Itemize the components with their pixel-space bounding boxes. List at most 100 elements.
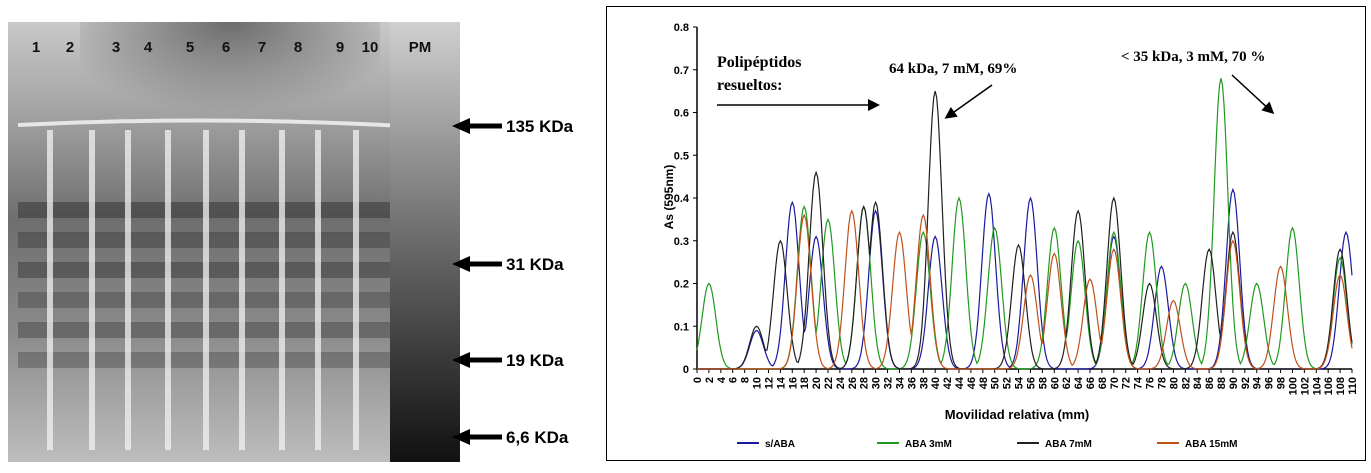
series-line	[696, 78, 1353, 370]
lane-label: 6	[222, 39, 230, 56]
legend-label: ABA 3mM	[905, 439, 952, 450]
marker-label: 19 KDa	[506, 351, 564, 370]
legend-label: ABA 15mM	[1185, 439, 1237, 450]
pm-lane	[390, 22, 460, 462]
annotation-polipeptidos-line2: resueltos:	[717, 77, 782, 94]
marker-arrow-head	[452, 118, 470, 134]
annotation-35kda: < 35 kDa, 3 mM, 70 %	[1121, 49, 1265, 65]
y-tick-label: 0.1	[674, 321, 689, 333]
x-tick-label: 2	[704, 377, 716, 383]
annotation-arrow-35kda	[1231, 74, 1275, 115]
x-tick-label: 92	[1240, 377, 1252, 389]
lane-label: 7	[258, 39, 266, 56]
x-tick-label: 34	[894, 376, 906, 389]
x-tick-label: 0	[692, 377, 704, 383]
x-tick-label: 94	[1252, 376, 1264, 389]
x-tick-label: 74	[1133, 376, 1145, 389]
x-tick-label: 90	[1228, 377, 1240, 389]
marker-arrow-head	[452, 256, 470, 272]
x-tick-label: 12	[763, 377, 775, 389]
x-tick-label: 32	[883, 377, 895, 389]
y-axis-label: As (595nm)	[662, 165, 676, 230]
lane-label: 10	[362, 39, 379, 56]
x-tick-label: 96	[1264, 377, 1276, 389]
x-tick-label: 100	[1287, 377, 1299, 395]
lane-label: 5	[186, 39, 194, 56]
x-tick-label: 104	[1311, 376, 1323, 395]
annotation-64kda: 64 kDa, 7 mM, 69%	[889, 61, 1017, 77]
lane-separator	[353, 130, 359, 450]
lane-separator	[165, 130, 171, 450]
lane-labels: 1 2 3 4 5 6 7 8 9 10 PM	[32, 39, 431, 56]
marker-label: 6,6 KDa	[506, 428, 569, 447]
y-tick-label: 0.2	[674, 279, 689, 291]
x-tick-label: 60	[1049, 377, 1061, 389]
legend: s/ABA ABA 3mM ABA 7mM ABA 15mM	[737, 439, 1237, 450]
x-tick-label: 36	[906, 377, 918, 389]
x-tick-label: 8	[740, 377, 752, 383]
marker-arrow-head	[452, 429, 470, 445]
x-tick-label: 88	[1216, 377, 1228, 389]
gel-well-line	[17, 118, 421, 129]
marker-labels: 135 KDa 31 KDa 19 KDa 6,6 KDa	[452, 117, 574, 447]
lane-separator	[89, 130, 95, 450]
x-axis-ticks: 0 2 4 6 8 10 12 14 16 18 20 22 24 26 28 30 32 34 36 38 40 42 4…	[692, 369, 1359, 395]
y-tick-label: 0.6	[674, 108, 689, 120]
series-layer	[696, 78, 1353, 370]
x-tick-label: 106	[1323, 377, 1335, 395]
x-tick-label: 102	[1299, 377, 1311, 395]
chart-panel: 0 0.1 0.2 0.3 0.4 0.5 0.6 0.7 0.8 0 2 4 6 8 10 12 14 16 1…	[606, 6, 1366, 461]
x-tick-label: 52	[1002, 377, 1014, 389]
lane-separator	[239, 130, 245, 450]
gel-image: 1 2 3 4 5 6 7 8 9 10 PM 135 KDa 31 KDa 19 KDa 6,6 KDa	[8, 22, 574, 462]
x-tick-label: 72	[1121, 377, 1133, 389]
x-tick-label: 70	[1109, 377, 1121, 389]
x-tick-label: 18	[799, 377, 811, 389]
annotation-polipeptidos-line1: Polipéptidos	[717, 54, 801, 71]
x-tick-label: 44	[954, 376, 966, 389]
annotation-arrow-64kda	[944, 84, 993, 119]
x-tick-label: 56	[1025, 377, 1037, 389]
marker-label: 135 KDa	[506, 117, 574, 136]
x-axis-label: Movilidad relativa (mm)	[945, 407, 1089, 422]
x-tick-label: 48	[978, 377, 990, 389]
marker-arrow-head	[452, 352, 470, 368]
x-tick-label: 80	[1168, 377, 1180, 389]
chart-svg: 00.10.20.30.40.50.60.70.8 0 2 4 6 8 10 12 14 16 1…	[662, 22, 1359, 450]
x-tick-label: 98	[1276, 377, 1288, 389]
x-tick-label: 68	[1097, 377, 1109, 389]
x-tick-label: 26	[847, 377, 859, 389]
x-tick-label: 84	[1192, 376, 1204, 389]
x-tick-label: 64	[1073, 376, 1085, 389]
x-tick-label: 10	[752, 377, 764, 389]
lane-label: 2	[66, 39, 74, 56]
x-tick-label: 24	[835, 376, 847, 389]
x-tick-label: 4	[716, 376, 728, 383]
x-tick-label: 46	[966, 377, 978, 389]
x-tick-label: 66	[1085, 377, 1097, 389]
y-tick-label: 0.5	[674, 150, 689, 162]
series-line	[697, 90, 1353, 370]
legend-label: s/ABA	[765, 439, 795, 450]
x-tick-label: 30	[871, 377, 883, 389]
x-tick-label: 76	[1145, 377, 1157, 389]
series-line	[697, 209, 1353, 370]
y-tick-label: 0	[683, 364, 689, 376]
x-tick-label: 40	[930, 377, 942, 389]
lane-label: 1	[32, 39, 40, 56]
lane-label: 9	[336, 39, 344, 56]
marker-label: 31 KDa	[506, 255, 564, 274]
y-tick-label: 0.4	[674, 193, 690, 205]
lane-label: 3	[112, 39, 120, 56]
y-tick-label: 0.3	[674, 236, 689, 248]
lane-separator	[47, 130, 53, 450]
x-tick-label: 20	[811, 377, 823, 389]
y-tick-label: 0.8	[674, 22, 689, 34]
x-tick-label: 108	[1335, 377, 1347, 395]
y-axis-ticks: 0 0.1 0.2 0.3 0.4 0.5 0.6 0.7 0.8	[674, 22, 697, 376]
x-tick-label: 50	[990, 377, 1002, 389]
x-tick-label: 38	[918, 377, 930, 389]
x-tick-label: 86	[1204, 377, 1216, 389]
series-line	[697, 187, 1353, 370]
y-tick-label: 0.7	[674, 65, 689, 77]
